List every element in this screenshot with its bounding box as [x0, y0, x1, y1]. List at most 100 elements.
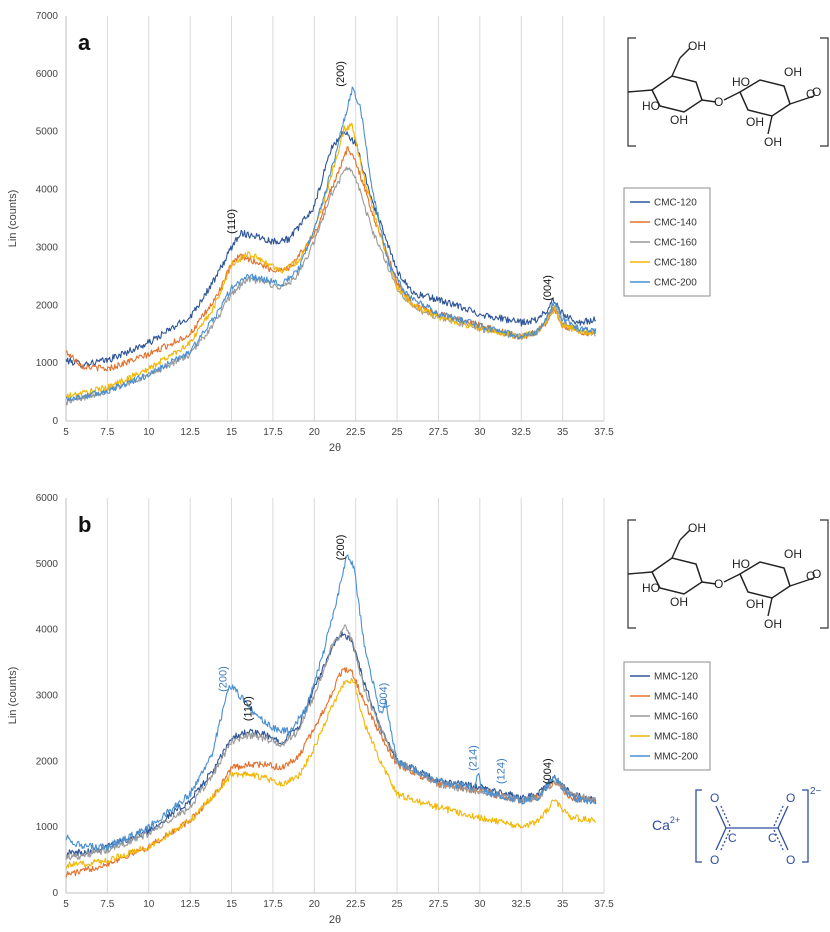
series-line	[65, 122, 597, 399]
chem-label: O	[714, 95, 723, 109]
peak-annotation: (200)	[335, 535, 347, 561]
chem-label: OH	[746, 115, 764, 129]
x-tick-label: 27.5	[429, 899, 449, 910]
chem-label: OH	[670, 595, 688, 609]
x-tick-label: 37.5	[594, 899, 614, 910]
panel-b-chart: 5 7.5 10 12.5 15 17.5 20 22.5 25 27.5 30 32.5 35 37.5…	[7, 493, 711, 926]
x-tick-label: 12.5	[180, 899, 200, 910]
chem-label: OH	[764, 617, 782, 631]
panel-label: a	[78, 30, 91, 55]
x-tick-label: 20	[309, 899, 321, 910]
x-tick-label: 12.5	[180, 427, 200, 438]
legend-entry: MMC-200	[654, 752, 698, 763]
peak-annotation: (110)	[226, 209, 238, 234]
chem-label: OH	[746, 597, 764, 611]
x-tick-label: 27.5	[429, 427, 449, 438]
x-tick-label: 30	[474, 899, 486, 910]
x-tick-label: 32.5	[511, 427, 531, 438]
peak-annotation: (200)	[335, 61, 347, 87]
chem-label: O	[812, 85, 821, 99]
y-tick-label: 6000	[36, 69, 59, 80]
chem-label: O	[806, 87, 815, 101]
y-tick-label: 1000	[36, 358, 59, 369]
y-tick-label: 4000	[36, 625, 59, 636]
x-tick-label: 32.5	[511, 899, 531, 910]
y-tick-label: 3000	[36, 691, 59, 702]
calcium-oxalate-structure: Ca2+ 2− O C C O O O	[652, 786, 822, 867]
x-tick-label: 22.5	[346, 427, 366, 438]
oxalate-charge: 2−	[810, 786, 822, 797]
x-tick-label: 20	[309, 427, 321, 438]
peak-annotation: (110)	[242, 696, 254, 721]
y-tick-label: 6000	[36, 493, 59, 504]
series-line	[65, 624, 596, 861]
peak-annotation: (004)	[542, 275, 554, 301]
chem-label: O	[806, 569, 815, 583]
series-line	[65, 86, 597, 402]
peak-annotation: (004)	[378, 683, 390, 709]
chem-label: OH	[784, 65, 802, 79]
x-axis-label: 2θ	[329, 914, 341, 926]
x-tick-label: 5	[63, 427, 69, 438]
x-tick-label: 37.5	[594, 427, 614, 438]
legend-entry: MMC-160	[654, 712, 698, 723]
calcium-symbol: Ca	[652, 817, 670, 833]
legend-entry: MMC-120	[654, 672, 698, 683]
x-tick-label: 17.5	[263, 427, 283, 438]
x-tick-label: 10	[143, 427, 155, 438]
oxalate-atom: C	[768, 831, 777, 845]
x-tick-label: 35	[557, 899, 569, 910]
oxalate-atom: C	[728, 831, 737, 845]
legend-entry: CMC-160	[654, 238, 697, 249]
legend-entry: CMC-140	[654, 218, 697, 229]
chem-label: OH	[784, 547, 802, 561]
y-tick-label: 4000	[36, 185, 59, 196]
x-tick-label: 15	[226, 899, 238, 910]
y-tick-label: 7000	[36, 11, 59, 22]
series-line	[65, 146, 596, 372]
panel-label: b	[78, 512, 91, 537]
chem-label: OH	[688, 39, 706, 53]
oxalate-atom: O	[786, 791, 795, 805]
y-tick-label: 0	[52, 888, 58, 899]
oxalate-atom: O	[710, 791, 719, 805]
y-tick-label: 5000	[36, 559, 59, 570]
series-line	[65, 554, 597, 851]
peak-annotation: (200)	[218, 666, 230, 692]
legend-entry: CMC-200	[654, 278, 697, 289]
cellulose-structure-a: OH HO HO OH O O O OH OH OH	[627, 37, 829, 149]
y-axis-label: Lin (counts)	[7, 190, 19, 247]
series-line	[65, 667, 596, 878]
legend-entry: CMC-180	[654, 258, 697, 269]
x-tick-label: 15	[226, 427, 238, 438]
x-axis-label: 2θ	[329, 442, 341, 454]
series-line	[65, 131, 597, 368]
cellulose-structure-b: OH HO HO OH O O O OH OH OH	[627, 519, 829, 631]
calcium-label: Ca2+	[652, 815, 680, 833]
y-tick-label: 2000	[36, 756, 59, 767]
panel-a-chart: 5 7.5 10 12.5 15 17.5 20 22.5 25 27.5 30 32.5 35 37.5…	[7, 11, 711, 454]
y-tick-label: 1000	[36, 822, 59, 833]
x-tick-label: 25	[392, 427, 404, 438]
legend-entry: CMC-120	[654, 198, 697, 209]
x-tick-label: 10	[143, 899, 155, 910]
y-tick-label: 0	[52, 416, 58, 427]
x-tick-label: 30	[474, 427, 486, 438]
series-line	[65, 677, 596, 869]
chem-label: OH	[670, 113, 688, 127]
chem-label: OH	[688, 521, 706, 535]
chem-label: O	[812, 567, 821, 581]
y-tick-label: 2000	[36, 300, 59, 311]
x-tick-label: 7.5	[100, 899, 114, 910]
chem-label: O	[714, 577, 723, 591]
peak-annotation: (004)	[542, 758, 554, 784]
oxalate-atom: O	[710, 853, 719, 867]
legend-entry: MMC-180	[654, 732, 698, 743]
chem-label: HO	[642, 99, 660, 113]
y-tick-label: 3000	[36, 242, 59, 253]
chem-label: HO	[642, 581, 660, 595]
x-tick-label: 22.5	[346, 899, 366, 910]
series-line	[65, 631, 597, 858]
x-tick-label: 5	[63, 899, 69, 910]
x-tick-label: 35	[557, 427, 569, 438]
